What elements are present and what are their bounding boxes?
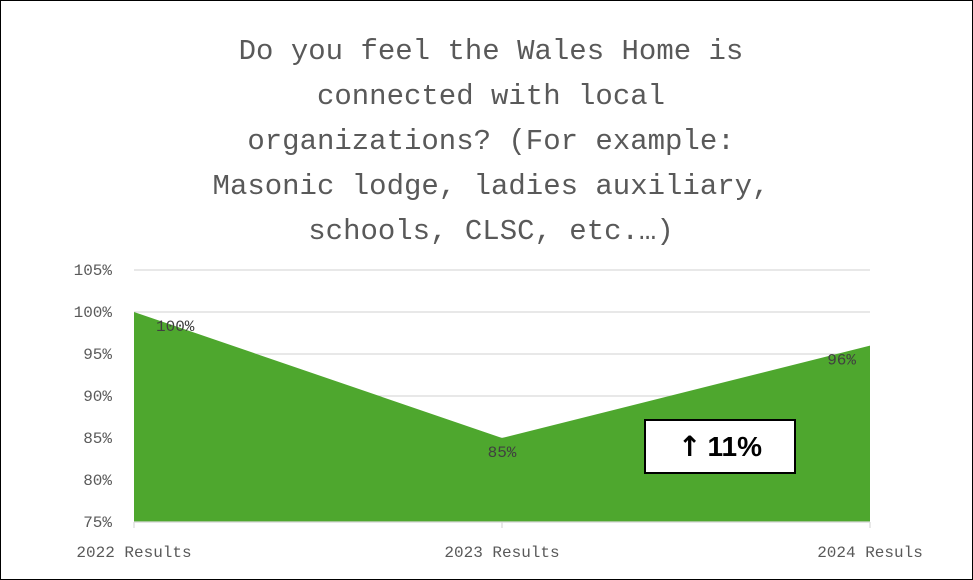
data-label: 85% bbox=[488, 444, 517, 462]
chart-title: Do you feel the Wales Home is connected w… bbox=[121, 29, 861, 254]
data-label: 96% bbox=[827, 352, 856, 370]
change-value: 11% bbox=[707, 430, 762, 462]
y-tick-label: 105% bbox=[74, 262, 113, 280]
y-tick-label: 95% bbox=[83, 346, 112, 364]
chart-title-line: organizations? (For example: bbox=[247, 125, 735, 158]
chart-title-line: connected with local bbox=[316, 80, 666, 113]
x-tick-label: 2024 Resuls bbox=[817, 544, 923, 562]
chart-title-line: Masonic lodge, ladies auxiliary, bbox=[212, 170, 770, 203]
chart-title-line: schools, CLSC, etc.…) bbox=[308, 215, 674, 248]
arrow-up-icon: ↑ bbox=[678, 430, 702, 463]
y-tick-label: 85% bbox=[83, 430, 112, 448]
change-callout: ↑ 11% bbox=[644, 419, 796, 474]
data-label: 100% bbox=[156, 318, 195, 336]
chart-title-line: Do you feel the Wales Home is bbox=[238, 35, 744, 68]
y-tick-label: 90% bbox=[83, 388, 112, 406]
y-tick-label: 100% bbox=[74, 304, 113, 322]
y-tick-label: 80% bbox=[83, 472, 112, 490]
y-tick-label: 75% bbox=[83, 514, 112, 532]
x-tick-label: 2023 Results bbox=[444, 544, 559, 562]
x-tick-label: 2022 Results bbox=[76, 544, 191, 562]
area-series bbox=[134, 312, 870, 522]
